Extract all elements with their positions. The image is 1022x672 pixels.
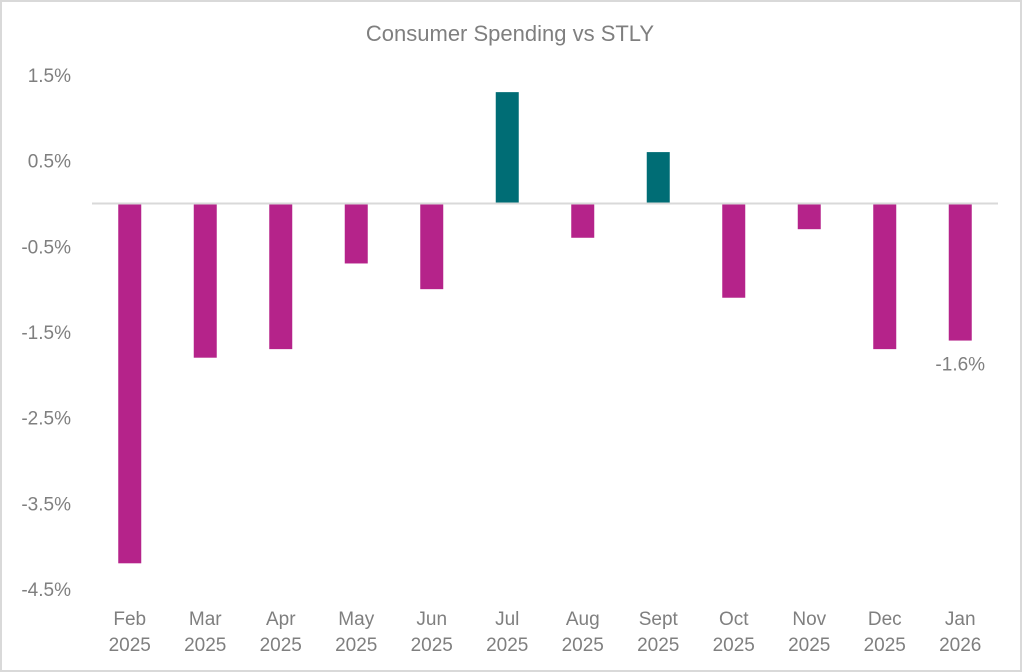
x-tick-label-month: Feb (113, 609, 146, 630)
y-tick-label: 1.5% (28, 66, 71, 87)
y-tick-label: 0.5% (28, 152, 71, 173)
x-tick-label-year: 2025 (713, 635, 755, 656)
bar-jul-2025 (495, 92, 519, 203)
bar-sept-2025 (646, 152, 670, 203)
x-tick-label-year: 2025 (335, 635, 377, 656)
bar-may-2025 (344, 204, 368, 264)
bar-oct-2025 (722, 204, 746, 298)
data-label: -1.6% (935, 355, 985, 376)
y-tick-label: -4.5% (21, 580, 71, 601)
bar-apr-2025 (269, 204, 293, 350)
x-tick-label-year: 2026 (939, 635, 981, 656)
x-tick-label-year: 2025 (637, 635, 679, 656)
y-tick-label: -2.5% (21, 409, 71, 430)
bar-dec-2025 (873, 204, 897, 350)
bars (118, 92, 972, 564)
x-tick-label-month: Aug (566, 609, 600, 630)
x-tick-label-month: May (338, 609, 374, 630)
x-tick-label-year: 2025 (411, 635, 453, 656)
bar-nov-2025 (797, 204, 821, 230)
x-tick-label-month: Jul (495, 609, 519, 630)
x-tick-label-month: Apr (266, 609, 296, 630)
bar-aug-2025 (571, 204, 595, 238)
x-tick-label-month: Oct (719, 609, 749, 630)
x-tick-label-month: Nov (792, 609, 826, 630)
y-tick-label: -0.5% (21, 237, 71, 258)
x-tick-label-year: 2025 (109, 635, 151, 656)
y-tick-label: -1.5% (21, 323, 71, 344)
x-tick-label-year: 2025 (260, 635, 302, 656)
bar-jun-2025 (420, 204, 444, 290)
bar-mar-2025 (193, 204, 217, 358)
y-tick-label: -3.5% (21, 494, 71, 515)
x-tick-label-month: Mar (189, 609, 222, 630)
x-tick-label-month: Jan (945, 609, 976, 630)
x-tick-label-year: 2025 (562, 635, 604, 656)
chart-title: Consumer Spending vs STLY (366, 21, 655, 46)
data-labels: -1.6% (935, 355, 985, 376)
x-tick-label-year: 2025 (864, 635, 906, 656)
y-axis-tick-labels: 1.5% 0.5% -0.5% -1.5% -2.5% -3.5% -4.5% (21, 66, 71, 601)
x-tick-label-year: 2025 (184, 635, 226, 656)
x-tick-label-year: 2025 (486, 635, 528, 656)
x-tick-label-month: Dec (868, 609, 902, 630)
bar-jan-2026 (948, 204, 972, 341)
x-tick-label-month: Jun (416, 609, 447, 630)
bar-feb-2025 (118, 204, 142, 564)
x-axis-tick-labels: Feb 2025 Mar 2025 Apr 2025 May 2025 Jun 2025 Jul 20… (109, 609, 982, 656)
x-tick-label-month: Sept (639, 609, 679, 630)
x-tick-label-year: 2025 (788, 635, 830, 656)
